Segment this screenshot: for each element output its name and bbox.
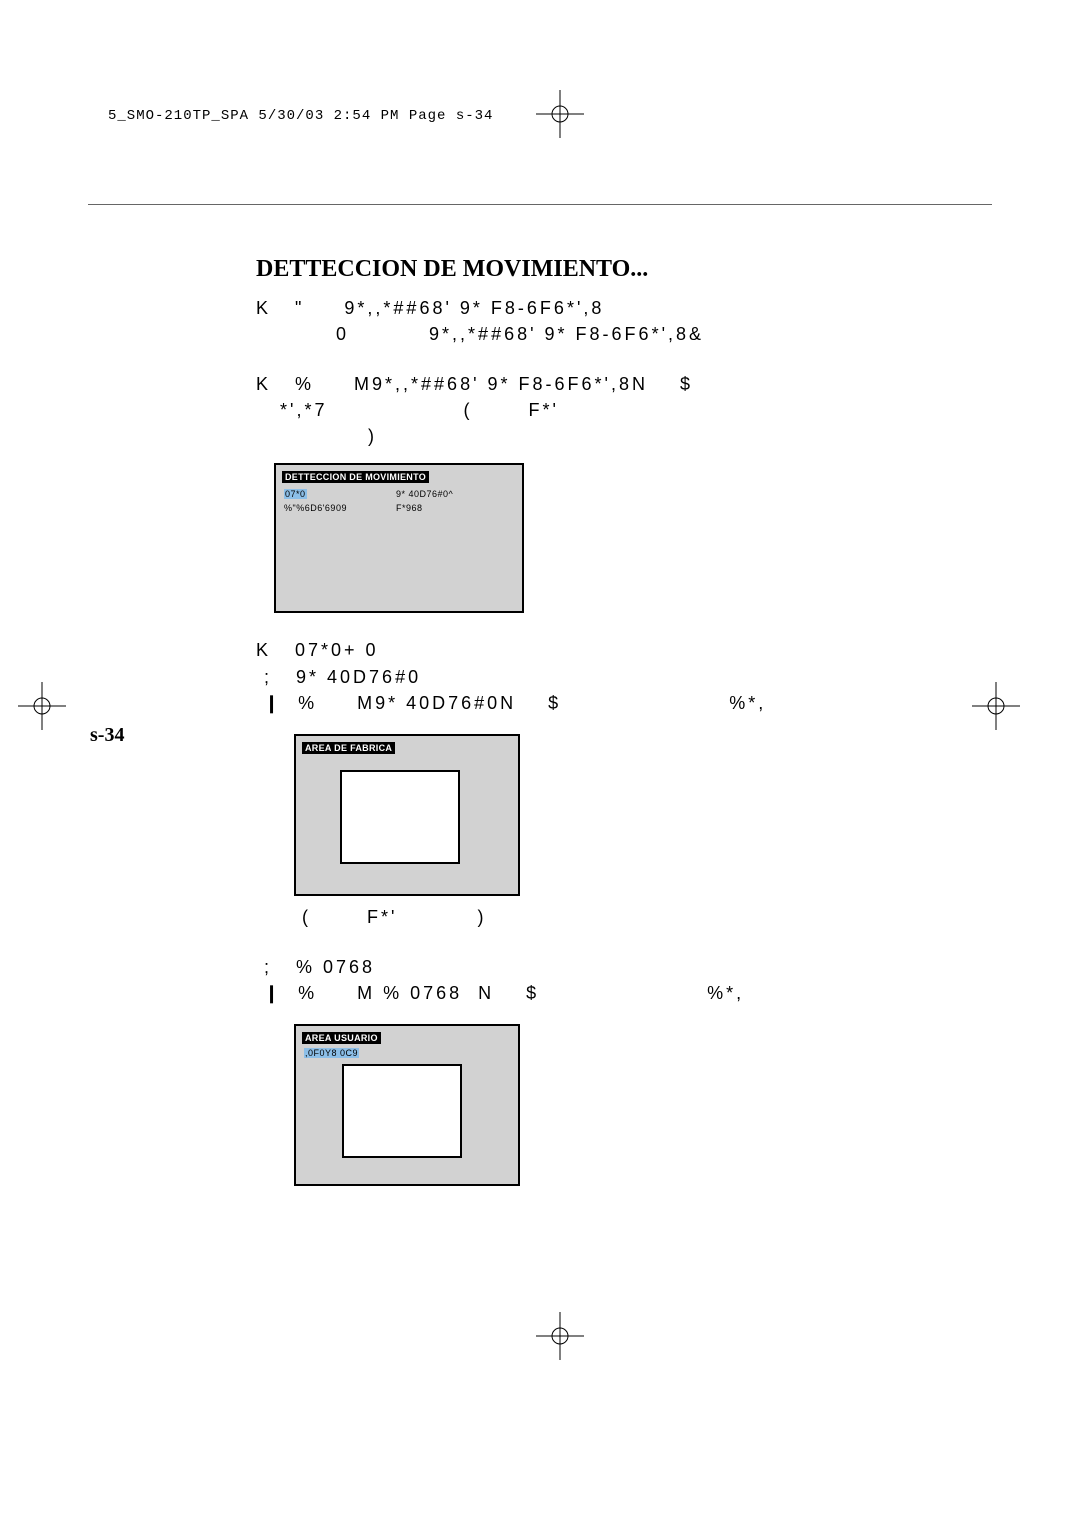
text-line: *',*7 ( F*' — [256, 397, 956, 423]
osd-screen-factory-area: AREA DE FABRICA — [294, 734, 520, 896]
text-line: K 07*0+ 0 — [256, 637, 956, 663]
osd-title: DETTECCION DE MOVIMIENTO — [282, 471, 429, 483]
horizontal-rule — [88, 204, 992, 205]
page-content: DETTECCION DE MOVIMIENTO... K " 9*,,*##6… — [256, 256, 956, 1186]
text-line: 0 9*,,*##68' 9* F8-6F6*',8& — [256, 321, 956, 347]
osd-title: AREA DE FABRICA — [302, 742, 395, 754]
osd-screen-motion-detection: DETTECCION DE MOVIMIENTO 07*0 9* 40D76#0… — [274, 463, 524, 613]
osd-highlighted-value: ,0F0Y8 0C9 — [304, 1048, 359, 1058]
osd-area-rectangle — [340, 770, 460, 864]
text-line: ; % 0768 — [256, 954, 956, 980]
text-line: K % M9*,,*##68' 9* F8-6F6*',8N $ — [256, 371, 956, 397]
text-line: K " 9*,,*##68' 9* F8-6F6*',8 — [256, 295, 956, 321]
osd-screen-user-area: AREA USUARIO ,0F0Y8 0C9 — [294, 1024, 520, 1186]
registration-mark-bottom-icon — [536, 1312, 584, 1360]
osd-row-left: 07*0 — [284, 489, 307, 499]
text-line: ❙ % M % 0768 N $ %*, — [256, 980, 956, 1006]
registration-mark-left-icon — [18, 682, 66, 730]
osd-row-right: 9* 40D76#0^ — [396, 489, 453, 499]
page-number: s-34 — [90, 724, 124, 747]
osd-area-rectangle — [342, 1064, 462, 1158]
osd-row-left: %"%6D6'6909 — [284, 503, 347, 513]
registration-mark-top-icon — [536, 90, 584, 138]
osd-highlighted-value: 07*0 — [284, 489, 307, 499]
text-line: ) — [256, 423, 956, 449]
osd-row-left: ,0F0Y8 0C9 — [304, 1048, 359, 1058]
registration-mark-right-icon — [972, 682, 1020, 730]
text-line: ( F*' ) — [302, 904, 956, 930]
section-title: DETTECCION DE MOVIMIENTO... — [256, 256, 956, 283]
text-line: ; 9* 40D76#0 — [256, 664, 956, 690]
document-page: 5_SMO-210TP_SPA 5/30/03 2:54 PM Page s-3… — [88, 82, 992, 1446]
osd-row-right: F*968 — [396, 503, 423, 513]
text-line: ❙ % M9* 40D76#0N $ %*, — [256, 690, 956, 716]
osd-title: AREA USUARIO — [302, 1032, 381, 1044]
print-header: 5_SMO-210TP_SPA 5/30/03 2:54 PM Page s-3… — [108, 108, 493, 124]
